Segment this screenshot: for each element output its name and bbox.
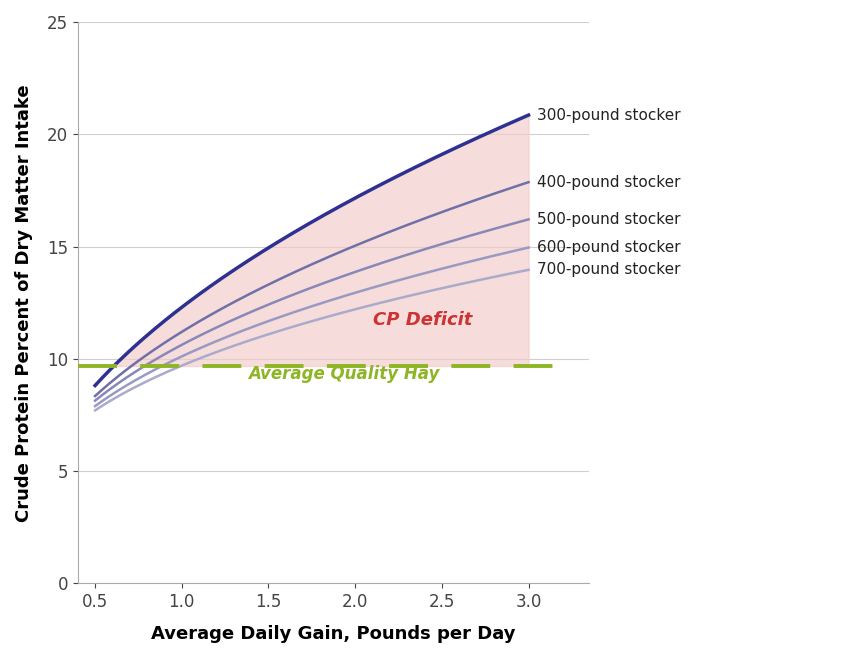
- Text: 700-pound stocker: 700-pound stocker: [537, 263, 681, 277]
- X-axis label: Average Daily Gain, Pounds per Day: Average Daily Gain, Pounds per Day: [151, 625, 516, 643]
- Text: Average Quality Hay: Average Quality Hay: [248, 365, 439, 383]
- Text: 400-pound stocker: 400-pound stocker: [537, 174, 681, 190]
- Text: 300-pound stocker: 300-pound stocker: [537, 107, 681, 122]
- Text: 600-pound stocker: 600-pound stocker: [537, 240, 681, 255]
- Text: 500-pound stocker: 500-pound stocker: [537, 212, 681, 227]
- Y-axis label: Crude Protein Percent of Dry Matter Intake: Crude Protein Percent of Dry Matter Inta…: [15, 84, 33, 522]
- Text: CP Deficit: CP Deficit: [373, 311, 471, 329]
